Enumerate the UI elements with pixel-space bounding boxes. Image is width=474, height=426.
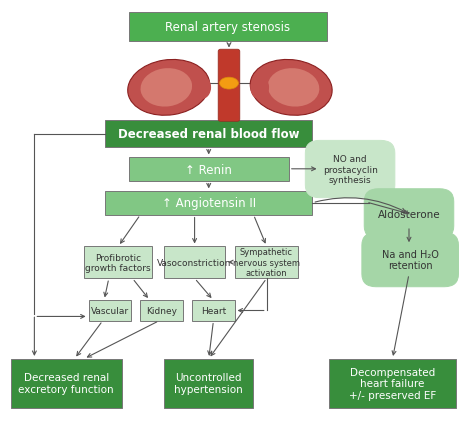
- Text: Aldosterone: Aldosterone: [378, 209, 440, 219]
- Text: ↑ Renin: ↑ Renin: [185, 163, 232, 176]
- Ellipse shape: [250, 77, 269, 100]
- FancyBboxPatch shape: [140, 301, 183, 321]
- FancyBboxPatch shape: [105, 192, 312, 215]
- Text: Heart: Heart: [201, 306, 226, 315]
- Text: Decreased renal blood flow: Decreased renal blood flow: [118, 128, 300, 141]
- Text: Profibrotic
growth factors: Profibrotic growth factors: [85, 253, 151, 272]
- FancyBboxPatch shape: [84, 247, 152, 279]
- Text: Na and H₂O
retention: Na and H₂O retention: [382, 249, 438, 271]
- FancyBboxPatch shape: [362, 233, 458, 287]
- Text: ↑ Angiotensin II: ↑ Angiotensin II: [162, 197, 256, 210]
- FancyBboxPatch shape: [164, 359, 254, 408]
- Ellipse shape: [140, 69, 192, 107]
- Ellipse shape: [192, 77, 211, 100]
- Text: Sympathetic
nervous system
activation: Sympathetic nervous system activation: [233, 248, 300, 278]
- Ellipse shape: [219, 78, 238, 90]
- FancyBboxPatch shape: [235, 247, 298, 279]
- FancyBboxPatch shape: [89, 301, 131, 321]
- Text: Kidney: Kidney: [146, 306, 177, 315]
- FancyBboxPatch shape: [305, 141, 395, 198]
- Ellipse shape: [268, 69, 319, 107]
- Text: Renal artery stenosis: Renal artery stenosis: [165, 21, 290, 34]
- Ellipse shape: [250, 60, 332, 116]
- FancyBboxPatch shape: [329, 359, 456, 408]
- Text: Decreased renal
excretory function: Decreased renal excretory function: [18, 373, 114, 394]
- FancyBboxPatch shape: [218, 50, 240, 122]
- Ellipse shape: [128, 60, 210, 116]
- Text: NO and
prostacyclin
synthesis: NO and prostacyclin synthesis: [323, 155, 377, 184]
- FancyBboxPatch shape: [105, 121, 312, 147]
- Text: Uncontrolled
hypertension: Uncontrolled hypertension: [174, 373, 243, 394]
- FancyBboxPatch shape: [11, 359, 121, 408]
- Text: Vasoconstriction: Vasoconstriction: [157, 258, 232, 267]
- FancyBboxPatch shape: [364, 189, 454, 239]
- FancyBboxPatch shape: [192, 301, 235, 321]
- FancyBboxPatch shape: [164, 247, 225, 279]
- FancyBboxPatch shape: [128, 13, 327, 42]
- Text: Decompensated
heart failure
+/- preserved EF: Decompensated heart failure +/- preserve…: [349, 367, 436, 400]
- FancyBboxPatch shape: [128, 158, 289, 181]
- Text: Vascular: Vascular: [91, 306, 129, 315]
